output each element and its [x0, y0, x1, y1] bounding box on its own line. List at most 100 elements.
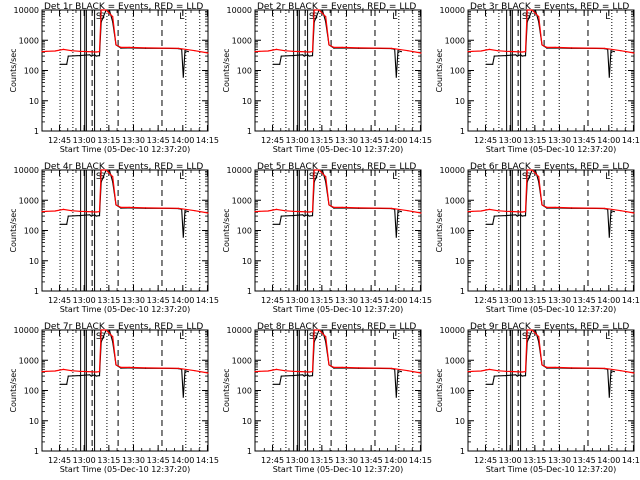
lld-data-point	[311, 211, 314, 213]
lld-data-point	[161, 367, 163, 369]
events-data-point	[610, 370, 612, 372]
events-series-line	[273, 9, 402, 78]
x-tick-label: 14:00	[171, 136, 194, 145]
events-data-point	[515, 214, 517, 216]
events-data-point	[302, 54, 304, 56]
detector-panel: Det 1r BLACK = Events, RED = LLD 1 10 100 10…	[0, 0, 219, 160]
detector-chart: Det 4r BLACK = Events, RED = LLD 1 10 100 10…	[9, 162, 219, 314]
y-tick-label: 10000	[14, 326, 39, 335]
lld-data-point	[420, 212, 422, 214]
events-data-point	[303, 55, 305, 57]
flag-label: S	[522, 172, 528, 182]
x-axis-label: Start Time (05-Dec-10 12:37:20)	[60, 145, 191, 154]
y-tick-label: 100	[450, 227, 465, 236]
x-tick-label: 14:00	[597, 296, 620, 305]
lld-data-point	[95, 51, 97, 53]
lld-data-point	[259, 50, 261, 52]
events-data-point	[67, 375, 69, 377]
lld-data-point	[54, 50, 56, 52]
lld-data-point	[587, 47, 589, 49]
lld-data-point	[497, 50, 499, 52]
lld-data-point	[100, 329, 102, 331]
events-data-point	[505, 55, 507, 57]
events-data-point	[308, 215, 310, 217]
y-tick-label: 1000	[232, 356, 252, 365]
x-tick-label: 14:15	[622, 136, 640, 145]
y-axis-label: Counts/sec	[222, 48, 231, 92]
lld-data-point	[341, 366, 343, 368]
y-tick-label: 10	[455, 417, 465, 426]
lld-data-point	[267, 50, 269, 52]
events-data-point	[493, 215, 495, 217]
panel-title: Det 7r BLACK = Events, RED = LLD	[44, 322, 203, 332]
events-data-point	[95, 215, 97, 217]
x-tick-label: 14:15	[409, 456, 432, 465]
y-tick-label: 10	[242, 417, 252, 426]
y-tick-label: 10000	[440, 166, 465, 175]
x-tick-label: 13:45	[360, 456, 383, 465]
panel-title: Det 8r BLACK = Events, RED = LLD	[257, 322, 416, 332]
x-tick-label: 13:00	[499, 296, 522, 305]
y-tick-label: 100	[237, 227, 252, 236]
lld-data-point	[603, 207, 605, 209]
events-data-point	[520, 54, 522, 56]
y-axis-label: Counts/sec	[435, 208, 444, 252]
lld-data-point	[467, 211, 469, 213]
lld-data-point	[79, 50, 81, 52]
lld-data-point	[284, 210, 286, 212]
x-tick-label: 13:15	[97, 296, 120, 305]
lld-data-point	[308, 211, 310, 213]
lld-data-point	[513, 211, 515, 213]
lld-data-point	[267, 210, 269, 212]
events-series-line	[60, 9, 189, 78]
events-data-point	[184, 210, 186, 212]
flag-label: S	[309, 12, 315, 22]
events-data-point	[280, 55, 282, 57]
y-tick-label: 1	[247, 447, 252, 456]
lld-data-point	[308, 371, 310, 373]
events-series-line	[273, 169, 402, 238]
events-data-point	[280, 375, 282, 377]
events-data-point	[520, 374, 522, 376]
lld-data-point	[292, 50, 294, 52]
lld-data-point	[267, 370, 269, 372]
lld-data-point	[497, 210, 499, 212]
panel-title: Det 4r BLACK = Events, RED = LLD	[44, 162, 203, 172]
lld-data-point	[275, 48, 277, 51]
x-tick-label: 12:45	[261, 296, 284, 305]
events-data-point	[400, 211, 402, 213]
y-tick-label: 1	[34, 127, 39, 136]
lld-data-point	[115, 204, 117, 206]
y-tick-label: 100	[450, 387, 465, 396]
lld-data-point	[526, 329, 528, 331]
lld-data-point	[98, 371, 101, 373]
lld-data-point	[467, 51, 469, 53]
panel-title: Det 6r BLACK = Events, RED = LLD	[470, 162, 629, 172]
x-axis-label: Start Time (05-Dec-10 12:37:20)	[273, 305, 404, 314]
lld-data-point	[71, 370, 73, 372]
events-data-point	[297, 54, 299, 56]
lld-data-point	[41, 371, 43, 373]
panel-title: Det 2r BLACK = Events, RED = LLD	[257, 2, 416, 12]
lld-data-point	[328, 204, 330, 206]
events-data-point	[79, 215, 81, 217]
y-tick-label: 100	[24, 387, 39, 396]
lld-data-point	[357, 207, 360, 209]
y-tick-label: 100	[24, 227, 39, 236]
events-data-point	[521, 375, 523, 377]
events-data-point	[395, 396, 397, 398]
flag-label: S	[525, 12, 531, 22]
lld-data-point	[488, 48, 490, 51]
lld-data-point	[311, 371, 314, 373]
events-data-point	[89, 54, 91, 56]
events-data-point	[395, 76, 397, 78]
events-data-point	[79, 55, 81, 57]
lld-data-point	[480, 210, 482, 212]
x-tick-label: 13:30	[548, 136, 571, 145]
lld-data-point	[524, 211, 527, 213]
detector-chart: Det 8r BLACK = Events, RED = LLD 1 10 100 10…	[222, 322, 432, 474]
events-data-point	[302, 214, 304, 216]
x-tick-label: 13:45	[147, 456, 170, 465]
flag-label: S	[312, 12, 318, 22]
